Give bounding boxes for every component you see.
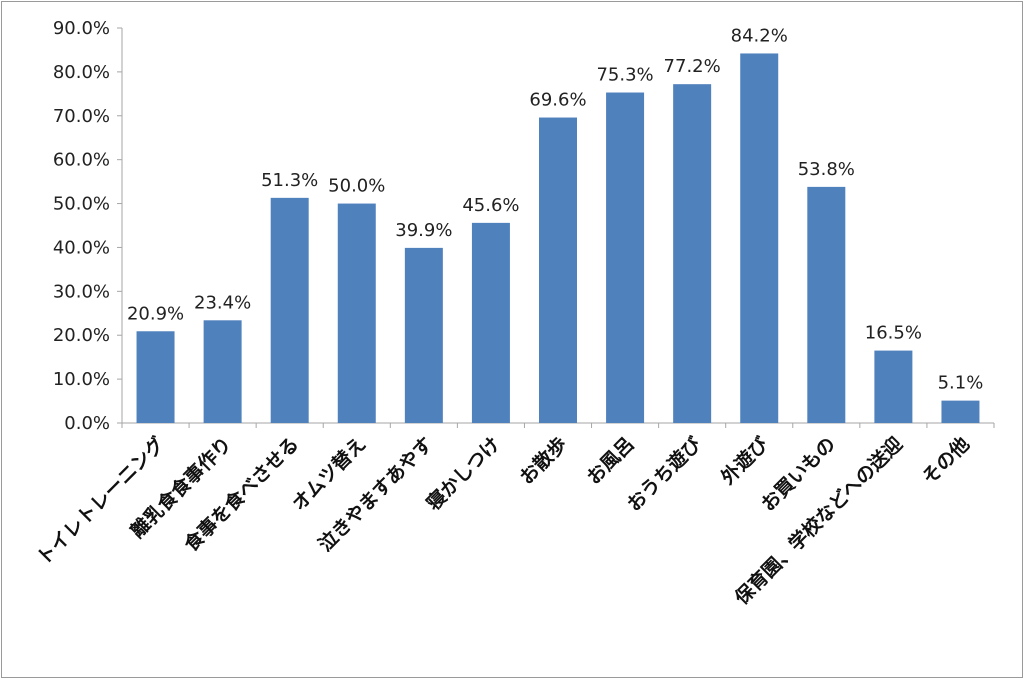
category-labels: トイレトレーニング離乳食食事作り食事を食べさせるオムツ替え泣きやますあやす寝かし… <box>32 432 974 610</box>
data-label: 16.5% <box>865 323 922 344</box>
data-label: 39.9% <box>395 220 452 241</box>
bars <box>136 53 980 424</box>
data-label: 69.6% <box>529 90 586 111</box>
bar <box>270 197 309 423</box>
data-labels: 20.9% 23.4% 51.3% 50.0% 39.9% 45.6% 69.6% 75.3%… <box>127 25 983 393</box>
bar <box>874 350 913 423</box>
bar <box>740 53 779 423</box>
y-tick-label: 90.0% <box>53 18 110 39</box>
data-label: 84.2% <box>731 25 788 46</box>
y-tick-label: 70.0% <box>53 106 110 127</box>
y-tick-label: 10.0% <box>53 369 110 390</box>
category-label: 食事を食べさせる <box>179 432 303 556</box>
data-label: 53.8% <box>798 159 855 180</box>
y-tick-label: 50.0% <box>53 194 110 215</box>
y-tick-label: 60.0% <box>53 150 110 171</box>
y-tick-label: 40.0% <box>53 237 110 258</box>
category-label: 外遊び <box>716 432 773 489</box>
data-label: 23.4% <box>194 292 251 313</box>
data-label: 5.1% <box>938 373 984 394</box>
category-label: トイレトレーニング <box>32 432 169 569</box>
y-tick-label: 30.0% <box>53 281 110 302</box>
category-label: その他 <box>917 432 974 489</box>
bar <box>471 222 510 423</box>
category-label: 泣きやますあやす <box>314 432 438 556</box>
category-label: お散歩 <box>515 432 572 489</box>
bar <box>807 186 846 423</box>
data-label: 45.6% <box>462 195 519 216</box>
data-label: 75.3% <box>596 65 653 86</box>
data-label: 77.2% <box>664 56 721 77</box>
data-label: 20.9% <box>127 303 184 324</box>
bar <box>941 400 980 423</box>
bar <box>203 320 242 423</box>
category-label: 寝かしつけ <box>422 432 505 515</box>
data-label: 50.0% <box>328 176 385 197</box>
y-tick-labels: 0.0% 10.0% 20.0% 30.0% 40.0% 50.0% 60.0% 70.0% 8… <box>53 18 110 434</box>
y-tick-label: 20.0% <box>53 325 110 346</box>
y-tick-label: 0.0% <box>64 413 110 434</box>
y-tick-label: 80.0% <box>53 62 110 83</box>
bar <box>606 92 645 424</box>
bar <box>136 331 175 423</box>
category-label: お風呂 <box>583 433 639 489</box>
bar <box>404 247 443 423</box>
data-label: 51.3% <box>261 170 318 191</box>
bar <box>539 117 577 424</box>
bar <box>337 203 376 423</box>
bar <box>673 84 712 423</box>
